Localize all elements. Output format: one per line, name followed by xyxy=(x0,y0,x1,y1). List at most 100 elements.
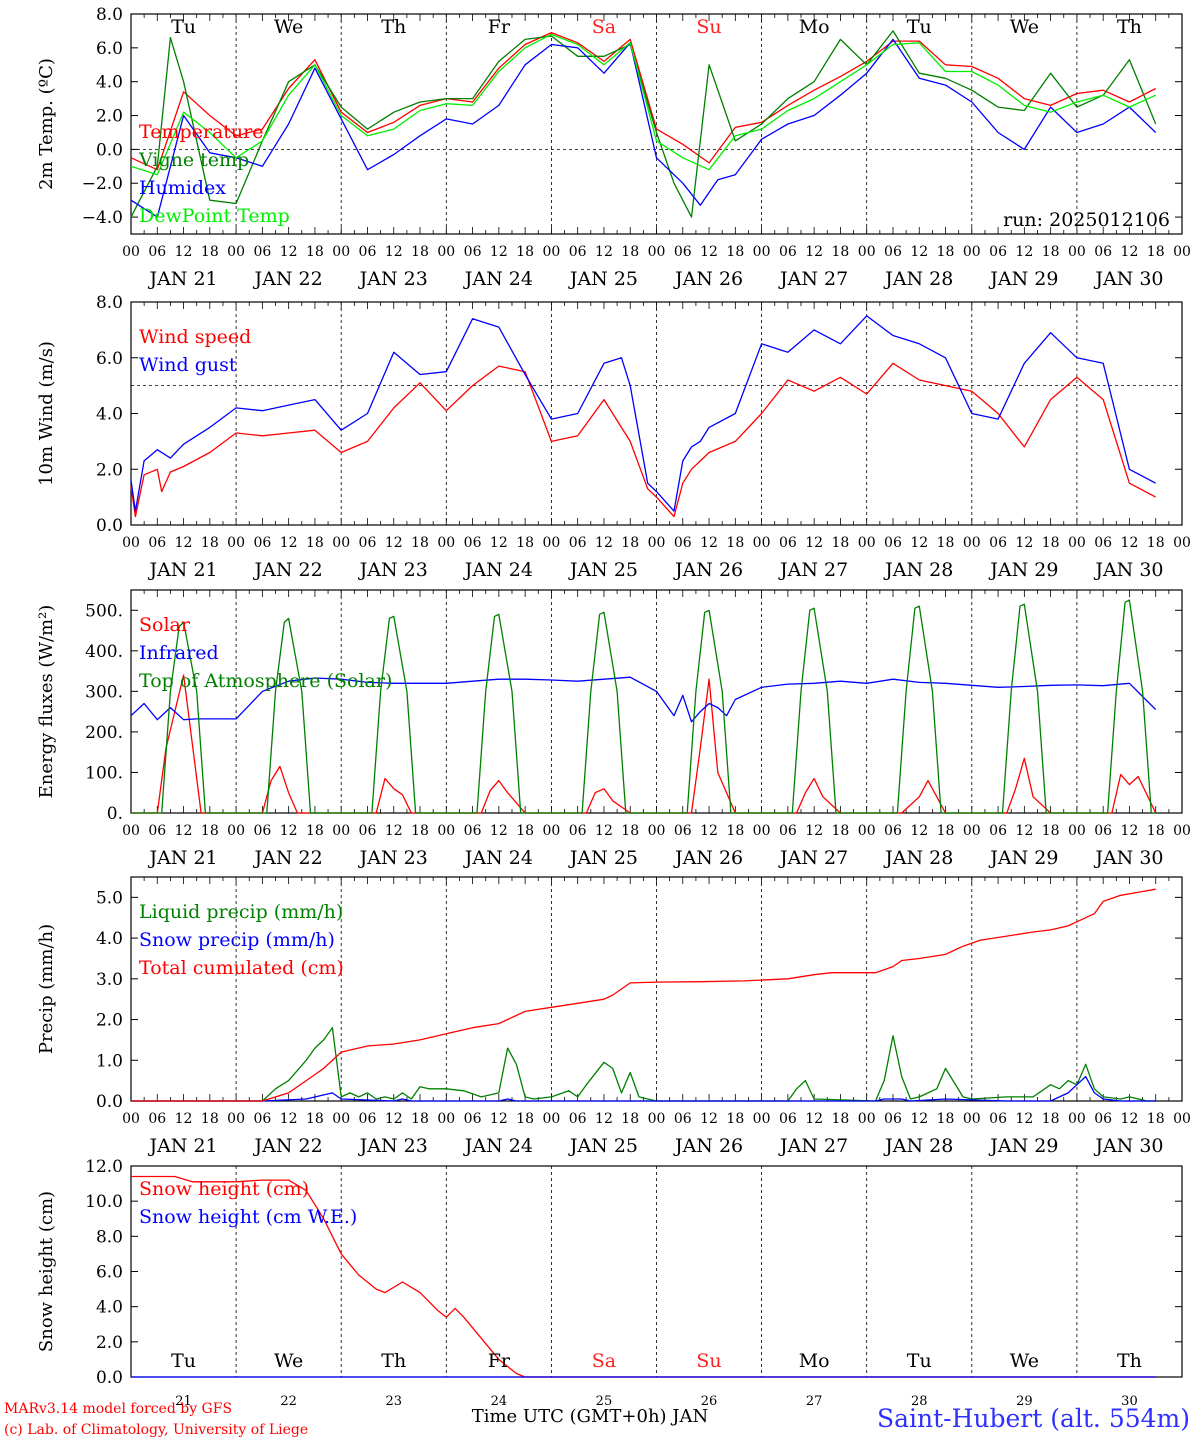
plot-frame xyxy=(130,589,1183,814)
hour-label: 06 xyxy=(779,535,797,551)
hour-label: 12 xyxy=(1015,1111,1033,1127)
date-label: JAN 30 xyxy=(1093,268,1163,290)
panel-4: 0.0 1.0 2.0 3.0 4.0 5.0 Precip (mm/h) Liquid pr… xyxy=(36,876,1191,1157)
hour-label: 18 xyxy=(726,823,744,839)
hour-label: 06 xyxy=(884,244,902,260)
hour-label: 06 xyxy=(569,823,587,839)
hour-label: 12 xyxy=(595,823,613,839)
hour-label: 12 xyxy=(910,823,928,839)
hour-label: 00 xyxy=(122,823,140,839)
legend-entry: Solar xyxy=(139,614,191,636)
date-label: JAN 23 xyxy=(358,847,428,869)
y-tick-label: 6.0 xyxy=(96,39,123,59)
date-label: JAN 30 xyxy=(1093,847,1163,869)
hour-label: 00 xyxy=(1068,823,1086,839)
y-tick-label: 3.0 xyxy=(96,970,123,990)
hour-label: 12 xyxy=(805,535,823,551)
hour-label: 00 xyxy=(437,823,455,839)
y-tick-label: 4.0 xyxy=(96,1298,123,1318)
hour-label: 18 xyxy=(306,244,324,260)
hour-label: 18 xyxy=(411,535,429,551)
hour-label: 06 xyxy=(148,823,166,839)
hour-label: 06 xyxy=(989,823,1007,839)
y-axis-label: 2m Temp. (ºC) xyxy=(36,58,57,190)
series-line-4 xyxy=(130,33,1156,176)
hour-label: 18 xyxy=(621,1111,639,1127)
hour-label: 00 xyxy=(858,535,876,551)
date-label: JAN 23 xyxy=(358,559,428,581)
hour-label: 00 xyxy=(753,535,771,551)
hour-label: 18 xyxy=(201,244,219,260)
hour-label: 00 xyxy=(1173,244,1191,260)
hour-label: 00 xyxy=(542,1111,560,1127)
legend-entry: Snow precip (mm/h) xyxy=(139,929,335,951)
hour-label: 12 xyxy=(700,244,718,260)
day-number-label: 26 xyxy=(701,1394,718,1409)
hour-label: 18 xyxy=(516,1111,534,1127)
day-number-label: 27 xyxy=(806,1394,823,1409)
hour-label: 06 xyxy=(359,244,377,260)
hour-label: 12 xyxy=(595,244,613,260)
y-axis-label: Snow height (cm) xyxy=(36,1191,57,1352)
date-label: JAN 28 xyxy=(883,268,953,290)
hour-label: 18 xyxy=(832,823,850,839)
date-label: JAN 24 xyxy=(463,847,533,869)
hour-label: 00 xyxy=(858,1111,876,1127)
hour-label: 06 xyxy=(779,244,797,260)
legend-entry: Snow height (cm) xyxy=(139,1178,309,1200)
hour-label: 00 xyxy=(437,1111,455,1127)
hour-label: 06 xyxy=(884,823,902,839)
date-label: JAN 22 xyxy=(253,559,323,581)
hour-label: 12 xyxy=(1015,535,1033,551)
legend-entry: Snow height (cm W.E.) xyxy=(139,1206,357,1228)
date-label: JAN 23 xyxy=(358,1135,428,1157)
hour-label: 12 xyxy=(490,823,508,839)
hour-label: 00 xyxy=(963,1111,981,1127)
hour-label: 06 xyxy=(989,1111,1007,1127)
hour-label: 12 xyxy=(910,535,928,551)
legend-entry: Liquid precip (mm/h) xyxy=(139,901,343,923)
y-axis-label: Energy fluxes (W/m²) xyxy=(36,605,57,799)
hour-label: 12 xyxy=(1121,823,1139,839)
hour-label: 00 xyxy=(858,823,876,839)
date-label: JAN 26 xyxy=(673,559,743,581)
weekday-label: We xyxy=(274,16,303,38)
hour-label: 00 xyxy=(122,535,140,551)
hour-label: 06 xyxy=(253,244,271,260)
hour-label: 18 xyxy=(411,823,429,839)
hour-label: 06 xyxy=(779,823,797,839)
hour-label: 00 xyxy=(1173,535,1191,551)
hour-label: 00 xyxy=(122,244,140,260)
y-tick-label: 10.0 xyxy=(85,1192,123,1212)
weekday-label: Th xyxy=(1117,16,1142,38)
y-tick-label: 2.0 xyxy=(96,1333,123,1353)
hour-label: 18 xyxy=(1042,1111,1060,1127)
hour-label: 00 xyxy=(227,535,245,551)
hour-label: 00 xyxy=(1173,1111,1191,1127)
series-line-3 xyxy=(131,888,1156,1102)
hour-label: 18 xyxy=(832,535,850,551)
hour-label: 06 xyxy=(464,244,482,260)
hour-label: 00 xyxy=(1173,823,1191,839)
date-label: JAN 26 xyxy=(673,1135,743,1157)
hour-label: 18 xyxy=(306,823,324,839)
hour-label: 00 xyxy=(227,823,245,839)
weekday-label: We xyxy=(274,1350,303,1372)
hour-label: 06 xyxy=(1094,535,1112,551)
y-tick-label: 12.0 xyxy=(85,1157,123,1177)
hour-label: 06 xyxy=(464,823,482,839)
hour-label: 12 xyxy=(1015,823,1033,839)
y-tick-label: 6.0 xyxy=(96,349,123,369)
hour-label: 00 xyxy=(437,244,455,260)
date-label: JAN 21 xyxy=(147,559,217,581)
weekday-label: Fr xyxy=(488,16,511,38)
day-number-label: 29 xyxy=(1016,1394,1033,1409)
hour-label: 12 xyxy=(280,1111,298,1127)
y-tick-label: 4.0 xyxy=(96,73,123,93)
y-tick-label: 2.0 xyxy=(96,107,123,127)
date-label: JAN 25 xyxy=(568,559,638,581)
hour-label: 18 xyxy=(1147,823,1165,839)
hour-label: 00 xyxy=(437,535,455,551)
y-tick-label: 0. xyxy=(107,804,123,824)
chart-panels: −4.0 −2.0 0.0 2.0 4.0 6.0 8.0 2m Temp. (ºC) Temp… xyxy=(36,5,1191,1409)
